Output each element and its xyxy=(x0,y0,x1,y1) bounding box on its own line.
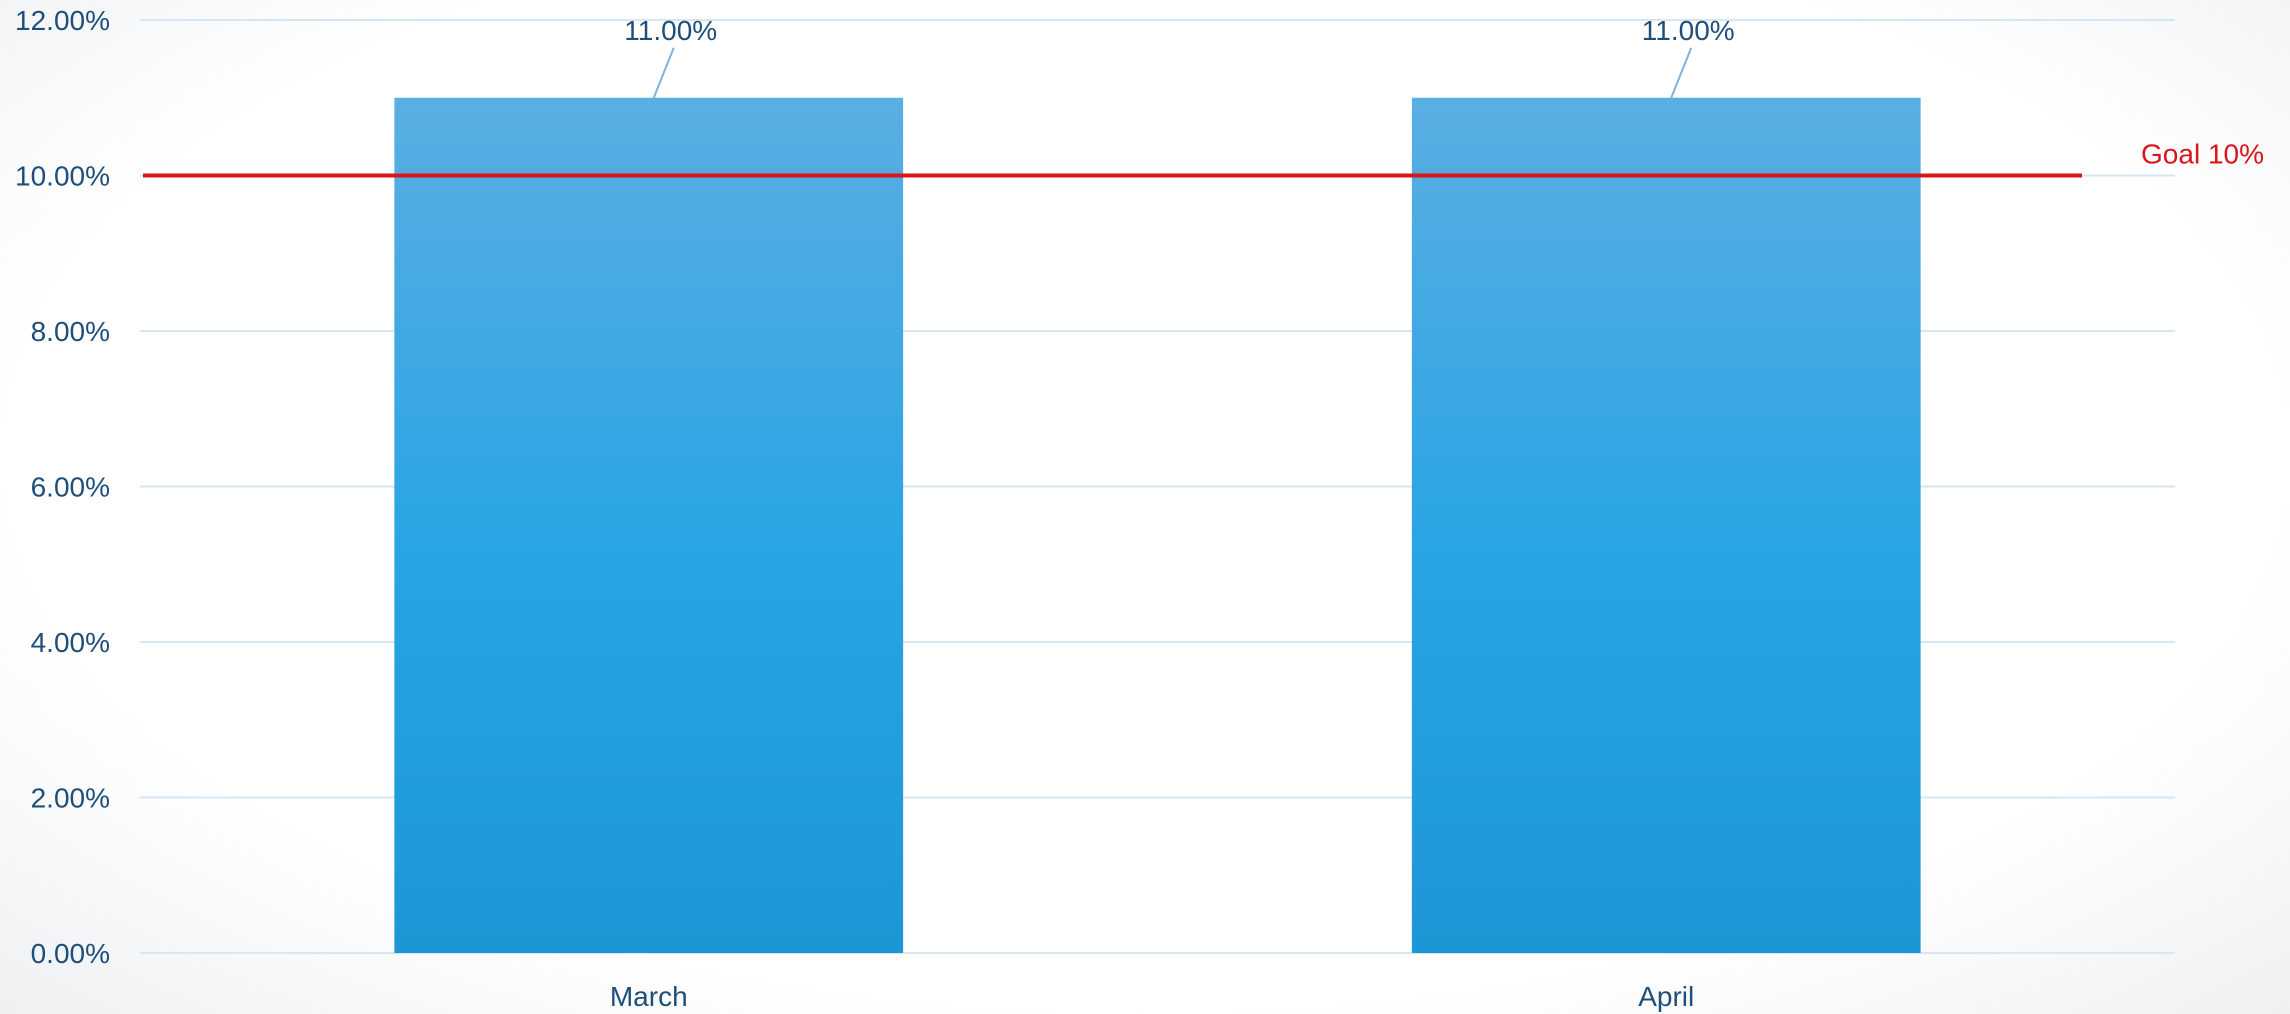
data-label-leaders xyxy=(652,47,1693,99)
bars xyxy=(394,97,1921,953)
x-tick-label: March xyxy=(610,981,688,1012)
y-tick-label: 6.00% xyxy=(31,472,110,503)
bar-april xyxy=(1411,97,1921,953)
data-label-leader xyxy=(652,47,675,99)
data-label-leader xyxy=(1670,47,1693,99)
x-axis-tick-labels: March April xyxy=(610,981,1694,1012)
y-tick-label: 8.00% xyxy=(31,316,110,347)
goal-label: Goal 10% xyxy=(2141,139,2264,170)
data-label-march: 11.00% xyxy=(624,15,717,46)
goal-line-group: Goal 10% xyxy=(143,139,2264,178)
bar-march xyxy=(394,97,904,953)
y-tick-label: 0.00% xyxy=(31,938,110,969)
y-tick-label: 4.00% xyxy=(31,627,110,658)
data-labels: 11.00% 11.00% xyxy=(624,15,1734,46)
y-tick-label: 10.00% xyxy=(15,161,110,192)
data-label-april: 11.00% xyxy=(1642,15,1735,46)
y-tick-label: 2.00% xyxy=(31,783,110,814)
y-axis-tick-labels: 0.00% 2.00% 4.00% 6.00% 8.00% 10.00% 12.00% xyxy=(15,5,110,969)
x-tick-label: April xyxy=(1638,981,1694,1012)
y-tick-label: 12.00% xyxy=(15,5,110,36)
